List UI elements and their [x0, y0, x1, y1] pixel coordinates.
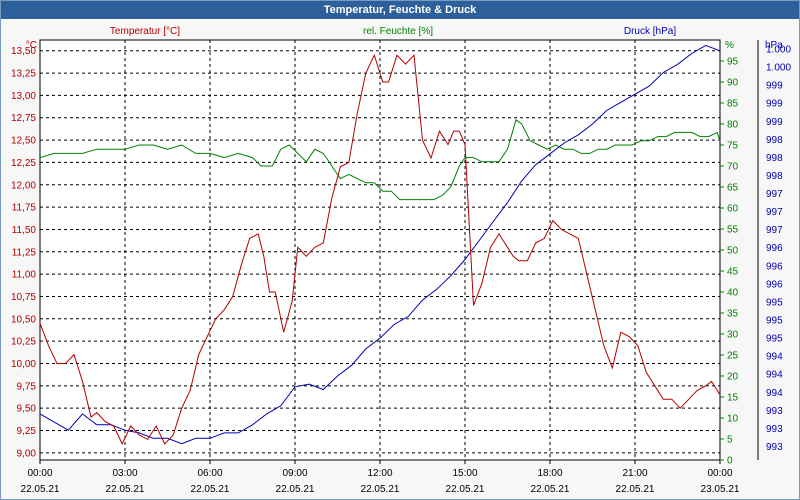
temperature-tick-label: 11,25 — [12, 247, 37, 258]
humidity-tick-label: 45 — [727, 267, 739, 278]
x-tick-date: 22.05.21 — [276, 484, 315, 495]
pressure-tick-label: 998 — [766, 153, 783, 164]
temperature-legend: Temperatur [°C] — [110, 26, 180, 37]
x-tick-date: 22.05.21 — [361, 484, 400, 495]
x-tick-time: 15:00 — [452, 468, 477, 479]
temperature-tick-label: 11,00 — [12, 270, 37, 281]
temperature-tick-label: 12,75 — [11, 113, 36, 124]
pressure-tick-label: 994 — [766, 370, 783, 381]
axes: 00:00 22.05.21 03:00 22.05.21 06:00 22.05.21 0… — [11, 26, 791, 495]
x-tick-time: 06:00 — [197, 468, 222, 479]
temperature-line — [39, 53, 721, 446]
humidity-tick-label: 60 — [727, 204, 739, 215]
x-tick-date: 22.05.21 — [616, 484, 655, 495]
humidity-axis-unit: % — [725, 40, 734, 51]
pressure-axis-unit: hPa — [765, 40, 783, 51]
humidity-tick-label: 80 — [727, 120, 739, 131]
humidity-tick-label: 0 — [727, 456, 733, 467]
chart-title: Temperatur, Feuchte & Druck — [1, 1, 799, 19]
pressure-tick-label: 997 — [766, 225, 783, 236]
temperature-tick-label: 9,50 — [17, 404, 37, 415]
pressure-tick-label: 994 — [766, 352, 783, 363]
pressure-tick-label: 993 — [766, 406, 783, 417]
humidity-legend: rel. Feuchte [%] — [363, 26, 433, 37]
pressure-tick-label: 996 — [766, 279, 783, 290]
humidity-tick-label: 90 — [727, 78, 739, 89]
pressure-tick-label: 998 — [766, 171, 783, 182]
pressure-tick-label: 995 — [766, 297, 783, 308]
temperature-tick-label: 11,50 — [12, 225, 37, 236]
temperature-tick-label: 9,00 — [17, 448, 37, 459]
humidity-tick-label: 75 — [727, 141, 739, 152]
temperature-tick-label: 10,75 — [11, 292, 36, 303]
x-tick-time: 00:00 — [27, 468, 52, 479]
pressure-tick-label: 996 — [766, 243, 783, 254]
x-tick-time: 00:00 — [707, 468, 732, 479]
temperature-tick-label: 9,75 — [17, 381, 37, 392]
temperature-tick-label: 13,25 — [11, 69, 36, 80]
pressure-tick-label: 996 — [766, 261, 783, 272]
grid — [39, 39, 721, 461]
pressure-tick-label: 999 — [766, 81, 783, 92]
humidity-tick-label: 70 — [727, 162, 739, 173]
humidity-tick-label: 5 — [727, 435, 733, 446]
pressure-tick-label: 993 — [766, 424, 783, 435]
humidity-tick-label: 95 — [727, 57, 739, 68]
temperature-tick-label: 10,25 — [11, 337, 36, 348]
temperature-tick-label: 12,50 — [11, 136, 36, 147]
pressure-tick-label: 997 — [766, 189, 783, 200]
pressure-tick-label: 1.000 — [766, 45, 791, 56]
temperature-tick-label: 11,75 — [12, 203, 37, 214]
humidity-line — [39, 118, 721, 201]
pressure-tick-label: 994 — [766, 388, 783, 399]
x-tick-date: 22.05.21 — [446, 484, 485, 495]
x-tick-time: 03:00 — [112, 468, 137, 479]
pressure-tick-label: 993 — [766, 442, 783, 453]
humidity-tick-label: 10 — [727, 414, 739, 425]
temperature-tick-label: 12,25 — [11, 158, 36, 169]
pressure-tick-label: 995 — [766, 334, 783, 345]
humidity-tick-label: 20 — [727, 372, 739, 383]
pressure-tick-label: 999 — [766, 117, 783, 128]
pressure-tick-label: 995 — [766, 316, 783, 327]
temperature-tick-label: 10,00 — [11, 359, 36, 370]
pressure-tick-label: 997 — [766, 207, 783, 218]
pressure-legend: Druck [hPa] — [624, 26, 676, 37]
x-tick-date: 22.05.21 — [531, 484, 570, 495]
temperature-tick-label: 10,50 — [11, 314, 36, 325]
x-tick-date: 22.05.21 — [21, 484, 60, 495]
humidity-tick-label: 40 — [727, 288, 739, 299]
temperature-tick-label: 13,50 — [11, 46, 36, 57]
series — [39, 44, 721, 446]
humidity-tick-label: 50 — [727, 246, 739, 257]
x-tick-date: 22.05.21 — [191, 484, 230, 495]
temperature-axis-unit: °C — [26, 40, 37, 51]
temperature-tick-label: 9,25 — [17, 426, 37, 437]
x-tick-date: 23.05.21 — [701, 484, 740, 495]
humidity-tick-label: 30 — [727, 330, 739, 341]
humidity-tick-label: 55 — [727, 225, 739, 236]
pressure-tick-label: 998 — [766, 135, 783, 146]
humidity-tick-label: 25 — [727, 351, 739, 362]
humidity-tick-label: 65 — [727, 183, 739, 194]
temperature-tick-label: 12,00 — [11, 180, 36, 191]
x-tick-time: 18:00 — [537, 468, 562, 479]
temperature-tick-label: 13,00 — [11, 91, 36, 102]
pressure-tick-label: 999 — [766, 99, 783, 110]
pressure-line — [39, 44, 721, 445]
x-tick-time: 12:00 — [367, 468, 392, 479]
pressure-tick-label: 1.000 — [766, 63, 791, 74]
x-tick-time: 09:00 — [282, 468, 307, 479]
humidity-tick-label: 35 — [727, 309, 739, 320]
x-tick-date: 22.05.21 — [106, 484, 145, 495]
humidity-tick-label: 85 — [727, 99, 739, 110]
x-tick-time: 21:00 — [622, 468, 647, 479]
humidity-tick-label: 15 — [727, 393, 739, 404]
